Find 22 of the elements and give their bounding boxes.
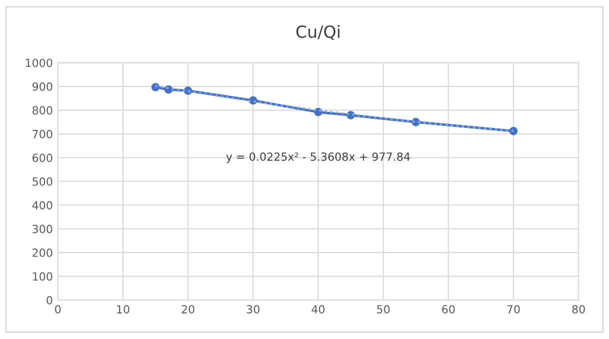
y-tick-label: 300	[32, 224, 52, 234]
annotation: y = 0.0225x² - 5.3608x + 977.84	[226, 152, 410, 164]
x-tick-label: 50	[377, 305, 390, 314]
y-tick-label: 1000	[26, 58, 52, 68]
y-tick-label: 500	[32, 177, 52, 186]
y-tick-label: 800	[32, 106, 52, 115]
x-tick-label: 60	[442, 305, 455, 314]
x-tick-label: 70	[507, 305, 520, 314]
chart-title: Cu/Qi	[296, 25, 340, 40]
x-tick-label: 0	[55, 305, 61, 314]
x-tick-label: 10	[117, 305, 130, 314]
x-tick-label: 20	[182, 305, 194, 314]
y-tick-label: 900	[32, 82, 52, 91]
x-tick-label: 30	[246, 305, 260, 314]
y-tick-label: 100	[33, 272, 52, 281]
y-tick-label: 700	[32, 130, 52, 138]
y-tick-label: 0	[46, 296, 52, 304]
y-tick-label: 600	[32, 154, 52, 162]
x-tick-label: 80	[572, 305, 585, 314]
y-tick-label: 200	[32, 248, 52, 257]
y-tick-label: 400	[32, 201, 52, 210]
x-tick-label: 40	[312, 305, 325, 314]
